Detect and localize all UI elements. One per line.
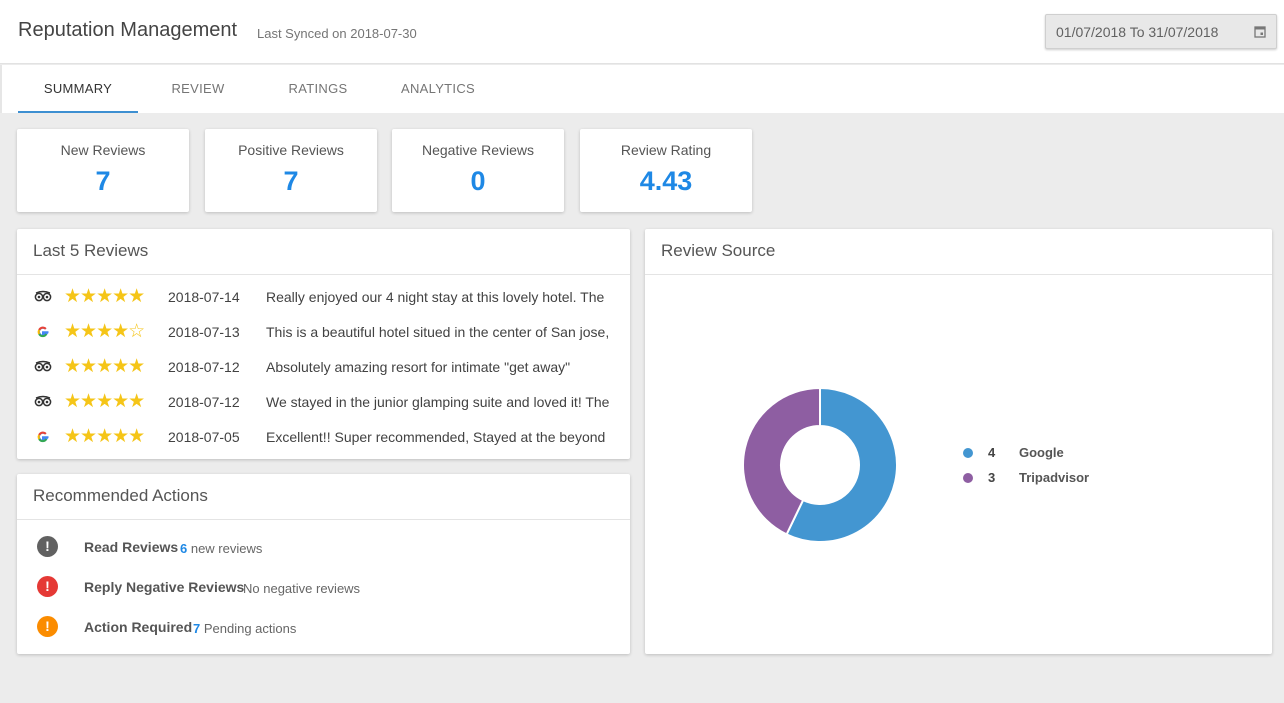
review-source-donut-chart — [742, 386, 898, 543]
legend-value: 3 — [988, 470, 996, 485]
star-rating: ★★★★★ — [64, 391, 145, 412]
action-detail-text: No negative reviews — [243, 581, 361, 596]
date-range-value: 01/07/2018 To 31/07/2018 — [1056, 24, 1219, 40]
action-name: Read Reviews — [84, 539, 179, 555]
action-reply-negative[interactable]: ! Reply Negative Reviews No negative rev… — [17, 576, 630, 598]
review-text: Excellent!! Super recommended, Stayed at… — [266, 429, 606, 445]
tab-bar: SUMMARY REVIEW RATINGS ANALYTICS — [0, 65, 1284, 113]
stat-value: 7 — [283, 166, 299, 196]
tripadvisor-icon — [34, 358, 52, 376]
legend-label: Google — [1019, 445, 1064, 460]
review-source-panel: Review Source 4 Google 3 Tripadvisor — [645, 229, 1272, 654]
recommended-actions-panel: Recommended Actions ! Read Reviews 6 new… — [17, 474, 630, 654]
legend-value: 4 — [988, 445, 996, 460]
exclamation-icon: ! — [37, 616, 58, 637]
stat-value: 4.43 — [639, 166, 693, 196]
review-text: Really enjoyed our 4 night stay at this … — [266, 289, 605, 305]
panel-title: Recommended Actions — [17, 474, 630, 520]
last-reviews-panel: Last 5 Reviews ★★★★★ 2018-07-14 Really e… — [17, 229, 630, 459]
panel-title: Review Source — [645, 229, 1272, 275]
stat-label: Negative Reviews — [421, 142, 535, 158]
tab-ratings[interactable]: RATINGS — [288, 81, 348, 96]
action-name: Action Required — [84, 619, 193, 635]
last-synced-text: Last Synced on 2018-07-30 — [257, 26, 417, 41]
action-required[interactable]: ! Action Required 7 Pending actions — [17, 616, 630, 638]
tab-review[interactable]: REVIEW — [171, 81, 225, 96]
review-row[interactable]: ★★★★★ 2018-07-12 Absolutely amazing reso… — [17, 356, 630, 377]
action-detail-text: new reviews — [187, 541, 263, 556]
stat-card-positive-reviews: Positive Reviews 7 — [205, 129, 377, 212]
stat-card-new-reviews: New Reviews 7 — [17, 129, 189, 212]
legend-swatch — [963, 473, 973, 483]
review-date: 2018-07-12 — [168, 394, 240, 410]
donut-slice-tripadvisor[interactable] — [742, 386, 821, 536]
review-date: 2018-07-14 — [168, 289, 240, 305]
stat-label: New Reviews — [60, 142, 146, 158]
star-rating: ★★★★★ — [64, 426, 145, 447]
action-detail: 6 new reviews — [180, 541, 262, 556]
header-bar: Reputation Management Last Synced on 201… — [0, 0, 1284, 64]
donut-slice-google[interactable] — [785, 386, 898, 543]
tab-analytics[interactable]: ANALYTICS — [401, 81, 475, 96]
page-title: Reputation Management — [18, 19, 238, 41]
review-date: 2018-07-05 — [168, 429, 240, 445]
action-count: 7 — [193, 621, 201, 636]
star-rating: ★★★★☆ — [64, 321, 145, 342]
action-name: Reply Negative Reviews — [84, 579, 245, 595]
review-text: Absolutely amazing resort for intimate "… — [266, 359, 571, 375]
google-icon — [34, 323, 52, 341]
stat-card-review-rating: Review Rating 4.43 — [580, 129, 752, 212]
panel-title: Last 5 Reviews — [17, 229, 630, 275]
review-row[interactable]: ★★★★☆ 2018-07-13 This is a beautiful hot… — [17, 321, 630, 342]
star-rating: ★★★★★ — [64, 356, 145, 377]
stat-label: Positive Reviews — [238, 142, 344, 158]
exclamation-icon: ! — [37, 536, 58, 557]
tab-summary[interactable]: SUMMARY — [18, 65, 138, 113]
tripadvisor-icon — [34, 288, 52, 306]
review-text: We stayed in the junior glamping suite a… — [266, 394, 610, 410]
review-date: 2018-07-13 — [168, 324, 240, 340]
stat-label: Review Rating — [620, 142, 712, 158]
stat-value: 7 — [95, 166, 111, 196]
google-icon — [34, 428, 52, 446]
star-rating: ★★★★★ — [64, 286, 145, 307]
stat-card-negative-reviews: Negative Reviews 0 — [392, 129, 564, 212]
stat-value: 0 — [470, 166, 486, 196]
action-detail: No negative reviews — [243, 581, 360, 596]
date-range-picker[interactable]: 01/07/2018 To 31/07/2018 — [1045, 14, 1277, 49]
action-detail-text: Pending actions — [200, 621, 297, 636]
tripadvisor-icon — [34, 393, 52, 411]
action-detail: 7 Pending actions — [193, 621, 296, 636]
legend-swatch — [963, 448, 973, 458]
review-text: This is a beautiful hotel situed in the … — [266, 324, 610, 340]
calendar-icon[interactable] — [1254, 25, 1266, 43]
action-read-reviews[interactable]: ! Read Reviews 6 new reviews — [17, 536, 630, 558]
review-date: 2018-07-12 — [168, 359, 240, 375]
legend-label: Tripadvisor — [1019, 470, 1090, 485]
action-count: 6 — [180, 541, 188, 556]
review-row[interactable]: ★★★★★ 2018-07-05 Excellent!! Super recom… — [17, 426, 630, 447]
exclamation-icon: ! — [37, 576, 58, 597]
review-row[interactable]: ★★★★★ 2018-07-12 We stayed in the junior… — [17, 391, 630, 412]
review-row[interactable]: ★★★★★ 2018-07-14 Really enjoyed our 4 ni… — [17, 286, 630, 307]
